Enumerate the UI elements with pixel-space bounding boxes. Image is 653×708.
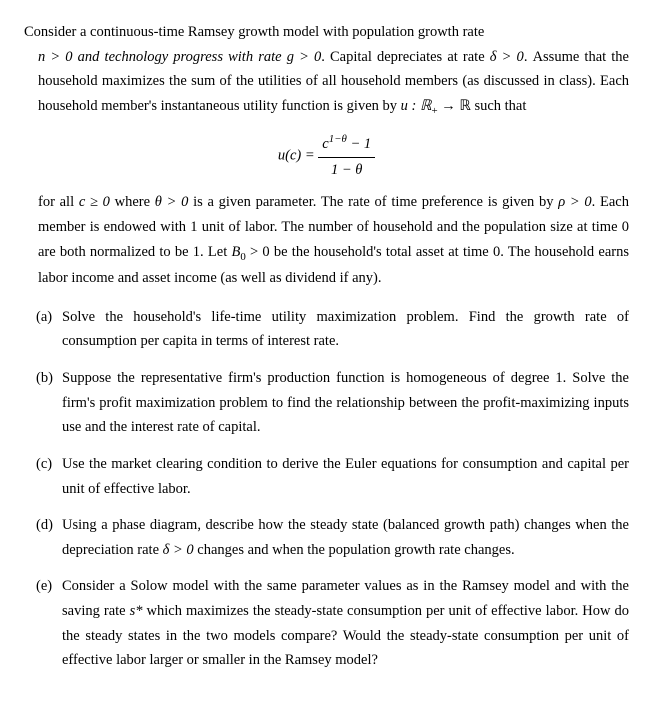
part-e-t2: s* [130, 603, 143, 619]
part-e-marker: (e) [36, 574, 52, 599]
af-t6: ρ > 0 [558, 194, 591, 210]
part-d-t2: δ > 0 [163, 542, 194, 558]
part-d: (d) Using a phase diagram, describe how … [36, 513, 629, 562]
intro-seg-f: u : ℝ [401, 98, 432, 114]
intro-seg-a: n > 0 and technology progress with rate [38, 49, 287, 65]
part-a-text: Solve the household's life-time utility … [62, 309, 629, 350]
num-exp: 1−θ [329, 133, 347, 145]
part-d-marker: (d) [36, 513, 53, 538]
problem-parts: (a) Solve the household's life-time util… [24, 305, 629, 673]
af-t3: where [110, 194, 155, 210]
part-c-text: Use the market clearing condition to der… [62, 456, 629, 497]
intro-seg-h: such that [471, 98, 527, 114]
intro-seg-g: → ℝ [438, 98, 471, 114]
part-c: (c) Use the market clearing condition to… [36, 452, 629, 501]
af-t8: B [231, 244, 240, 260]
problem-intro: Consider a continuous-time Ramsey growth… [24, 20, 629, 120]
formula-denominator: 1 − θ [318, 158, 375, 183]
part-a: (a) Solve the household's life-time util… [36, 305, 629, 354]
intro-seg-d: δ > 0 [490, 49, 524, 65]
formula-numerator: c1−θ − 1 [318, 130, 375, 157]
part-a-marker: (a) [36, 305, 52, 330]
formula-lhs: u(c) = [278, 148, 318, 164]
af-t1: for all [38, 194, 79, 210]
num-b: − 1 [347, 136, 371, 152]
intro-body: n > 0 and technology progress with rate … [24, 45, 629, 121]
part-b-marker: (b) [36, 366, 53, 391]
part-b: (b) Suppose the representative firm's pr… [36, 366, 629, 440]
part-c-marker: (c) [36, 452, 52, 477]
part-e-t3: which maximizes the steady-state consump… [62, 603, 629, 668]
af-t4: θ > 0 [155, 194, 189, 210]
after-formula: for all c ≥ 0 where θ > 0 is a given par… [24, 190, 629, 290]
intro-seg-b: g > 0 [287, 49, 322, 65]
intro-seg-c: . Capital depreciates at rate [321, 49, 490, 65]
part-d-t3: changes and when the population growth r… [194, 542, 515, 558]
part-b-text: Suppose the representative firm's produc… [62, 370, 629, 435]
af-t2: c ≥ 0 [79, 194, 110, 210]
af-t5: is a given parameter. The rate of time p… [188, 194, 558, 210]
intro-line1: Consider a continuous-time Ramsey growth… [24, 20, 629, 45]
formula-fraction: c1−θ − 1 1 − θ [318, 130, 375, 182]
part-e: (e) Consider a Solow model with the same… [36, 574, 629, 673]
utility-formula: u(c) = c1−θ − 1 1 − θ [24, 130, 629, 182]
